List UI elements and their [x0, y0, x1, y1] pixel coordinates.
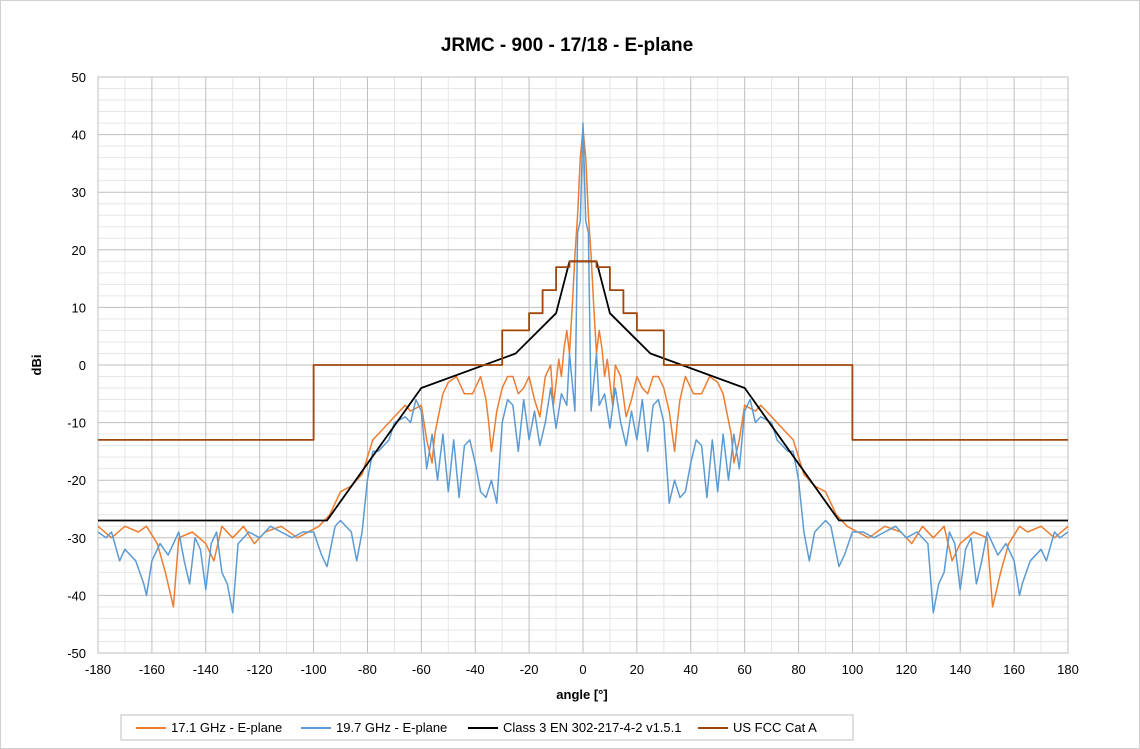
x-tick-label: 0: [579, 662, 586, 677]
x-tick-label: -80: [358, 662, 377, 677]
x-tick-label: -60: [412, 662, 431, 677]
x-tick-label: -180: [85, 662, 111, 677]
x-axis-label: angle [°]: [556, 687, 607, 702]
legend-label-2: 19.7 GHz - E-plane: [336, 720, 447, 735]
legend-label-1: 17.1 GHz - E-plane: [171, 720, 282, 735]
x-tick-label: -160: [139, 662, 165, 677]
x-tick-label: -40: [466, 662, 485, 677]
x-tick-label: 180: [1057, 662, 1079, 677]
x-tick-label: -140: [193, 662, 219, 677]
legend-label-4: US FCC Cat A: [733, 720, 817, 735]
grid-layer: [97, 76, 1069, 654]
x-tick-label: 20: [630, 662, 644, 677]
y-tick-label: -10: [67, 416, 86, 431]
x-tick-label: 120: [895, 662, 917, 677]
y-tick-label: -20: [67, 473, 86, 488]
series-line-2: [97, 122, 1069, 614]
y-tick-label: 40: [72, 128, 86, 143]
y-tick-label: -40: [67, 588, 86, 603]
y-axis-label: dBi: [29, 355, 44, 376]
x-tick-label: 140: [949, 662, 971, 677]
y-tick-label: -30: [67, 531, 86, 546]
y-tick-label: 20: [72, 243, 86, 258]
chart-title: JRMC - 900 - 17/18 - E-plane: [441, 35, 693, 56]
x-tick-label: 40: [684, 662, 698, 677]
plot-area: [97, 76, 1069, 654]
legend: 17.1 GHz - E-plane 19.7 GHz - E-plane Clas…: [120, 714, 854, 741]
y-tick-label: 10: [72, 300, 86, 315]
series-layer: [97, 122, 1069, 614]
x-tick-label: -20: [520, 662, 539, 677]
x-tick-label: 100: [842, 662, 864, 677]
y-tick-label: 0: [79, 358, 86, 373]
x-tick-label: 60: [737, 662, 751, 677]
legend-label-3: Class 3 EN 302-217-4-2 v1.5.1: [503, 720, 681, 735]
y-tick-label: 30: [72, 185, 86, 200]
x-tick-label: 160: [1003, 662, 1025, 677]
x-tick-label: 80: [791, 662, 805, 677]
x-tick-label: -120: [247, 662, 273, 677]
y-tick-label: -50: [67, 646, 86, 661]
y-tick-label: 50: [72, 70, 86, 85]
axis-layer: -180 -160 -140 -120 -100 -80 -60 -40 -20 0 20 40 60 8…: [67, 70, 1079, 677]
x-tick-label: -100: [301, 662, 327, 677]
series-line-4: [98, 260, 1068, 441]
